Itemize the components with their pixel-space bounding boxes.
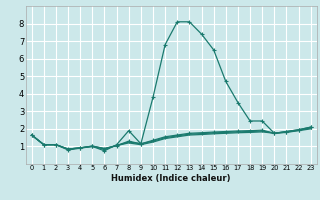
X-axis label: Humidex (Indice chaleur): Humidex (Indice chaleur) (111, 174, 231, 183)
